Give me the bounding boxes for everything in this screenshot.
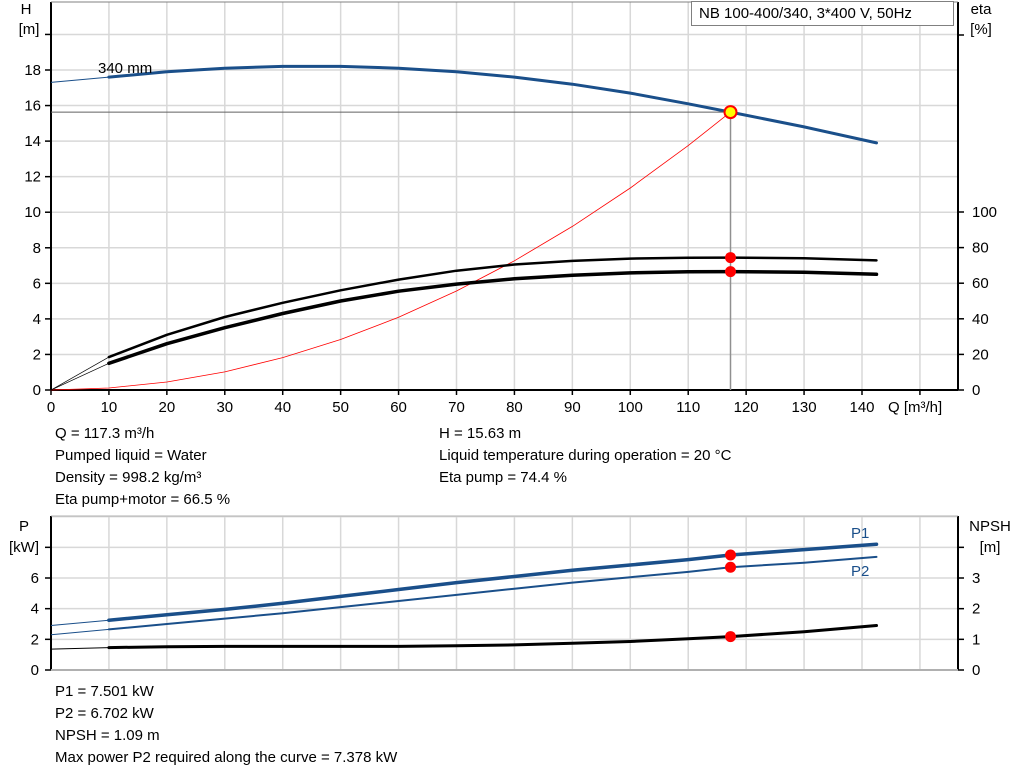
h-tick-label: 6 xyxy=(33,275,41,292)
eta-tick-label: 80 xyxy=(972,240,989,257)
eta-pump-motor-curve-extrapolation xyxy=(50,362,110,391)
h-tick-label: 4 xyxy=(33,311,41,328)
duty-point-eta-motor-marker xyxy=(725,266,737,278)
duty-point-p2-marker xyxy=(725,561,737,573)
p1-value: P1 = 7.501 kW xyxy=(55,683,154,700)
info-top-right: H = 15.63 m Liquid temperature during op… xyxy=(439,423,731,489)
pumped-liquid: Pumped liquid = Water xyxy=(55,447,207,464)
head-curve-extrapolation xyxy=(50,76,109,83)
q-tick-label: 110 xyxy=(676,399,700,416)
npsh-value: NPSH = 1.09 m xyxy=(55,727,160,744)
eta-tick-label: 20 xyxy=(972,346,989,363)
h-tick-label: 10 xyxy=(24,204,41,221)
p-tick-label: 4 xyxy=(31,601,39,618)
p1-legend-label: P1 xyxy=(851,525,869,542)
eta-axis-title: eta xyxy=(971,1,993,18)
head-value: H = 15.63 m xyxy=(439,425,522,442)
bottom-grid xyxy=(51,515,958,670)
q-tick-label: 50 xyxy=(332,399,349,416)
q-tick-label: 100 xyxy=(618,399,643,416)
h-tick-label: 2 xyxy=(33,346,41,363)
eta-pump-motor-value: Eta pump+motor = 66.5 % xyxy=(55,491,231,508)
eta-tick-label: 60 xyxy=(972,275,989,292)
eta-pump-curve xyxy=(107,256,878,359)
npsh-tick-label: 0 xyxy=(972,662,980,679)
eta-tick-label: 100 xyxy=(972,204,997,221)
q-tick-label: 40 xyxy=(274,399,291,416)
max-power-value: Max power P2 required along the curve = … xyxy=(55,749,398,766)
npsh-curve xyxy=(107,624,878,650)
npsh-tick-label: 2 xyxy=(972,601,980,618)
h-tick-label: 14 xyxy=(24,133,41,150)
h-tick-label: 8 xyxy=(33,240,41,257)
duty-point-markers xyxy=(51,105,738,643)
p-axis-title: P xyxy=(19,518,29,535)
top-grid xyxy=(51,2,958,390)
q-tick-label: 120 xyxy=(734,399,759,416)
eta-tick-label: 40 xyxy=(972,311,989,328)
p2-value: P2 = 6.702 kW xyxy=(55,705,154,722)
q-axis-title: Q [m³/h] xyxy=(888,399,942,416)
pump-title-box: NB 100-400/340, 3*400 V, 50Hz xyxy=(691,1,954,26)
q-tick-label: 0 xyxy=(47,399,55,416)
duty-point-npsh-marker xyxy=(725,631,737,643)
q-tick-label: 80 xyxy=(506,399,523,416)
density-value: Density = 998.2 kg/m³ xyxy=(55,469,202,486)
info-bottom: P1 = 7.501 kW P2 = 6.702 kW NPSH = 1.09 … xyxy=(55,681,397,769)
p1-curve-extrapolation xyxy=(50,619,109,626)
q-tick-label: 10 xyxy=(101,399,118,416)
info-top-left: Q = 117.3 m³/h Pumped liquid = Water Den… xyxy=(55,423,230,511)
liquid-temperature: Liquid temperature during operation = 20… xyxy=(439,447,732,464)
q-tick-label: 30 xyxy=(216,399,233,416)
q-tick-label: 140 xyxy=(849,399,874,416)
curves xyxy=(50,64,879,650)
q-tick-label: 130 xyxy=(792,399,817,416)
q-tick-label: 20 xyxy=(159,399,176,416)
eta-pump-motor-curve xyxy=(107,269,879,366)
npsh-axis-title: NPSH xyxy=(969,518,1011,535)
npsh-axis-unit: [m] xyxy=(980,539,1001,556)
npsh-tick-label: 1 xyxy=(972,631,980,648)
duty-point-head-marker xyxy=(723,105,738,120)
h-tick-label: 18 xyxy=(24,62,41,79)
npsh-tick-label: 3 xyxy=(972,570,980,587)
p2-curve xyxy=(107,555,878,631)
head-curve xyxy=(107,64,878,145)
duty-point-eta-pump-marker xyxy=(725,252,737,264)
p2-legend-label: P2 xyxy=(851,563,869,580)
p-tick-label: 2 xyxy=(31,631,39,648)
p-axis-unit: [kW] xyxy=(9,539,39,556)
eta-pump-value: Eta pump = 74.4 % xyxy=(439,469,567,486)
impeller-diameter-label: 340 mm xyxy=(98,60,152,77)
p-tick-label: 0 xyxy=(31,662,39,679)
h-tick-label: 0 xyxy=(33,382,41,399)
h-tick-label: 12 xyxy=(24,169,41,186)
p1-curve xyxy=(107,542,879,622)
duty-point-p1-marker xyxy=(725,549,737,561)
flow-value: Q = 117.3 m³/h xyxy=(55,425,155,442)
h-axis-title: H xyxy=(21,1,32,18)
q-tick-label: 60 xyxy=(390,399,407,416)
eta-tick-label: 0 xyxy=(972,382,980,399)
eta-axis-unit: [%] xyxy=(970,21,992,38)
system-curve xyxy=(50,111,731,391)
eta-pump-curve-extrapolation xyxy=(50,356,110,391)
q-tick-label: 70 xyxy=(448,399,465,416)
p-tick-label: 6 xyxy=(31,570,39,587)
npsh-curve-extrapolation xyxy=(50,647,109,650)
h-tick-label: 16 xyxy=(24,98,41,115)
q-tick-label: 90 xyxy=(564,399,581,416)
h-axis-unit: [m] xyxy=(19,21,40,38)
p2-curve-extrapolation xyxy=(50,628,109,636)
